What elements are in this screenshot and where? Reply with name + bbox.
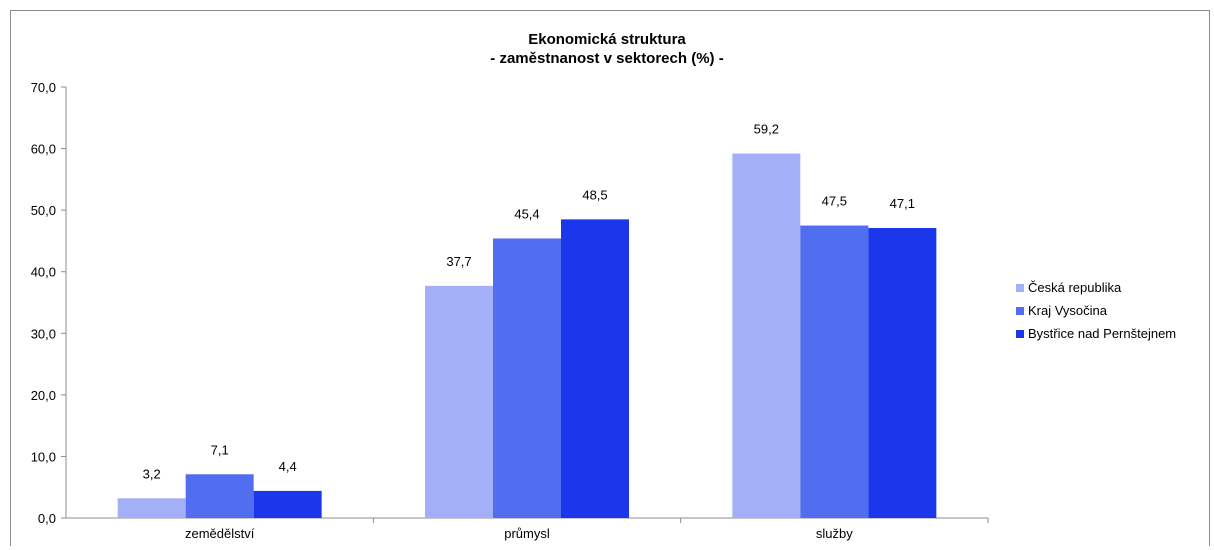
legend-item-bystrice: Bystřice nad Pernštejnem [1016,322,1176,345]
y-tick-label: 70,0 [31,80,56,95]
bar [800,225,869,519]
data-label: 47,5 [822,194,847,209]
bar [425,285,493,518]
bar [493,238,561,519]
legend-item-ceska-republika: Česká republika [1016,276,1176,299]
legend-label: Česká republika [1028,280,1122,295]
data-label: 3,2 [143,466,161,481]
data-label: 48,5 [582,187,607,202]
chart-subtitle: - zaměstnanost v sektorech (%) - [490,50,724,67]
data-label: 45,4 [514,206,539,221]
bar [117,498,186,518]
legend-label: Bystřice nad Pernštejnem [1028,326,1177,341]
legend-swatch [1016,329,1024,338]
bar [253,490,322,518]
data-label: 4,4 [279,459,297,474]
data-label: 7,1 [211,442,229,457]
data-label: 37,7 [446,254,471,269]
legend-swatch [1016,283,1024,292]
legend-label: Kraj Vysočina [1028,303,1107,318]
y-tick-label: 30,0 [31,326,56,341]
bar [732,153,801,519]
y-tick-label: 20,0 [31,388,56,403]
y-tick-label: 10,0 [31,449,56,464]
x-tick-label: služby [816,526,853,541]
chart-frame [10,10,1210,546]
y-tick-label: 60,0 [31,142,56,157]
legend-item-kraj-vysocina: Kraj Vysočina [1016,299,1176,322]
y-tick-label: 50,0 [31,203,56,218]
chart-title: Ekonomická struktura [528,31,686,48]
data-label: 59,2 [754,121,779,136]
bar [561,219,629,518]
x-tick-label: průmysl [504,526,550,541]
bar [185,474,254,518]
x-tick-label: zemědělství [185,526,255,541]
legend-swatch [1016,306,1024,315]
chart-legend: Česká republika Kraj Vysočina Bystřice n… [1016,276,1176,345]
y-tick-label: 40,0 [31,265,56,280]
data-label: 47,1 [890,196,915,211]
y-tick-label: 0,0 [38,511,56,526]
bar [868,227,937,518]
